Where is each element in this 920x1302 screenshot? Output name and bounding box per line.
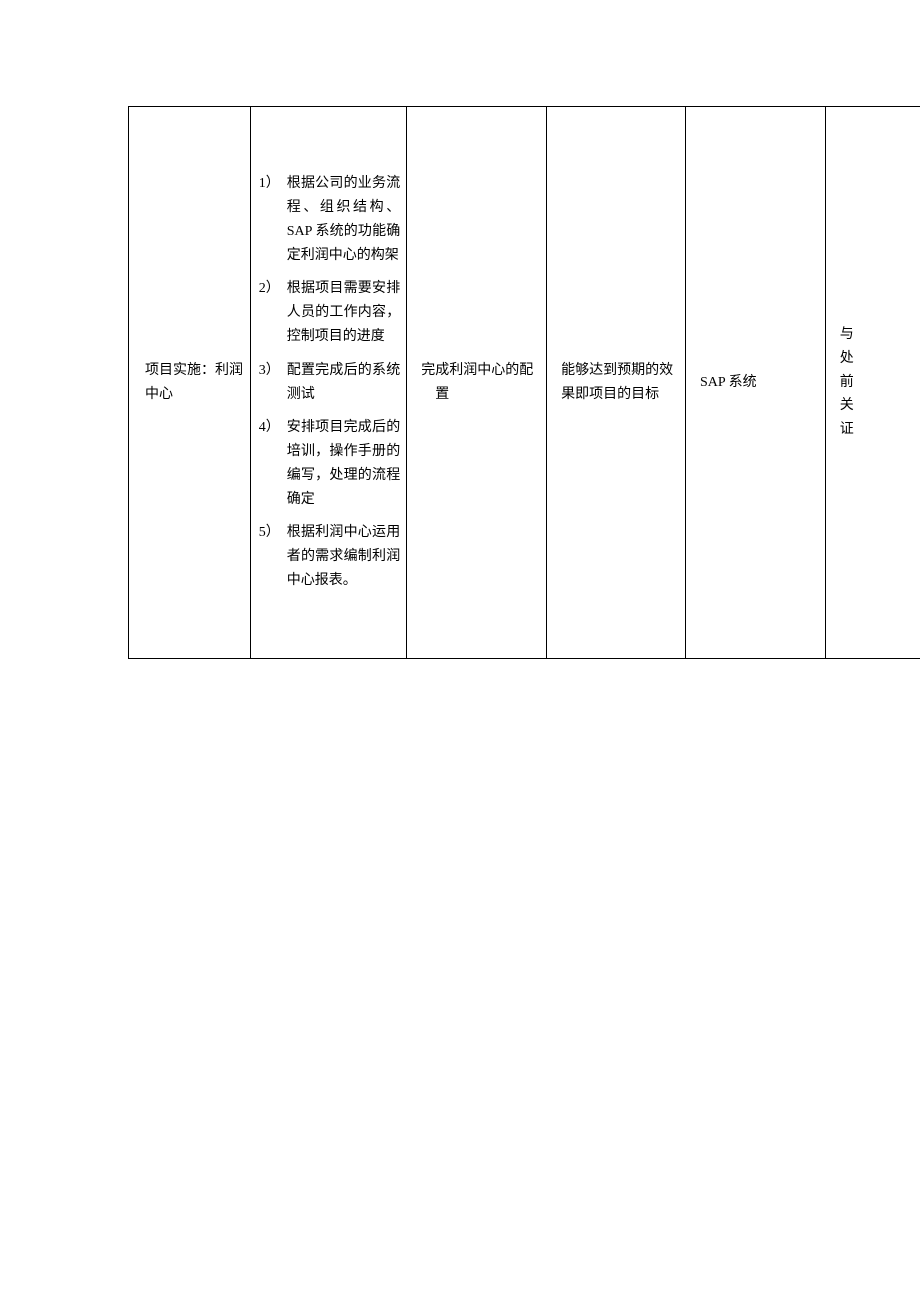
cell-expected-result: 能够达到预期的效果即项目的目标 [547,107,686,659]
partial-line: 处 [840,347,914,371]
system-text: SAP 系统 [692,371,819,395]
step-item: 4） 安排项目完成后的培训，操作手册的编写，处理的流程确定 [257,416,400,511]
step-text: 根据项目需要安排人员的工作内容，控制项目的进度 [287,277,400,348]
step-text: 配置完成后的系统测试 [287,359,400,407]
step-item: 3） 配置完成后的系统测试 [257,359,400,407]
document-table: 项目实施：利润中心 1） 根据公司的业务流程、组织结构、SAP 系统的功能确定利… [128,106,920,659]
table-row: 项目实施：利润中心 1） 根据公司的业务流程、组织结构、SAP 系统的功能确定利… [129,107,920,659]
step-text: 根据公司的业务流程、组织结构、SAP 系统的功能确定利润中心的构架 [287,172,400,267]
step-text: 根据利润中心运用者的需求编制利润中心报表。 [287,521,400,592]
steps-list: 1） 根据公司的业务流程、组织结构、SAP 系统的功能确定利润中心的构架 2） … [257,172,400,593]
step-item: 2） 根据项目需要安排人员的工作内容，控制项目的进度 [257,277,400,348]
step-number: 5） [257,521,287,545]
step-item: 5） 根据利润中心运用者的需求编制利润中心报表。 [257,521,400,592]
completion-text: 完成利润中心的配置 [413,359,540,407]
page-container: 项目实施：利润中心 1） 根据公司的业务流程、组织结构、SAP 系统的功能确定利… [0,0,920,659]
partial-line: 与 [840,323,914,347]
cell-system: SAP 系统 [686,107,826,659]
partial-line: 关 [840,394,914,418]
step-number: 4） [257,416,287,440]
step-number: 3） [257,359,287,383]
cell-steps: 1） 根据公司的业务流程、组织结构、SAP 系统的功能确定利润中心的构架 2） … [250,107,406,659]
partial-line: 证 [840,418,914,442]
cell-project-name: 项目实施：利润中心 [129,107,251,659]
cell-completion: 完成利润中心的配置 [407,107,547,659]
step-text: 安排项目完成后的培训，操作手册的编写，处理的流程确定 [287,416,400,511]
expected-result-text: 能够达到预期的效果即项目的目标 [553,359,679,407]
project-name-text: 项目实施：利润中心 [135,359,244,407]
step-number: 2） [257,277,287,301]
partial-text: 与 处 前 关 证 [832,323,914,442]
partial-line: 前 [840,371,914,395]
step-item: 1） 根据公司的业务流程、组织结构、SAP 系统的功能确定利润中心的构架 [257,172,400,267]
step-number: 1） [257,172,287,196]
cell-partial: 与 处 前 关 证 [825,107,920,659]
